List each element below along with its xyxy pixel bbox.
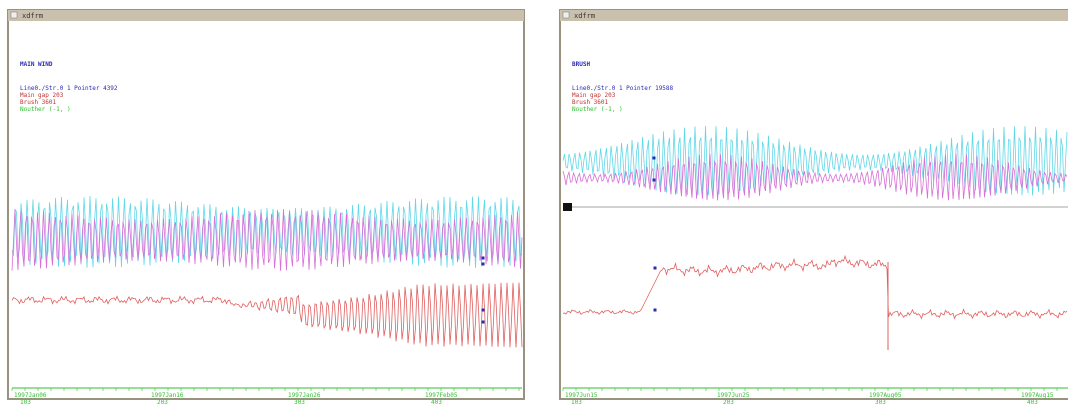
axis-date: 1997Jan16 xyxy=(151,392,184,399)
info-line: Line0./Str.0 1 Pointer 4392 xyxy=(20,85,118,92)
waveform xyxy=(562,154,1068,201)
axis-index: 103 xyxy=(20,399,31,406)
window-button xyxy=(10,11,18,19)
info-line: Line0./Str.0 1 Pointer 19588 xyxy=(572,85,674,92)
waveform xyxy=(11,209,523,271)
window-title: xdfrm xyxy=(22,12,43,20)
axis-date: 1997Aug15 xyxy=(1021,392,1054,399)
info-line: Nouther (-1, ) xyxy=(20,106,71,113)
axis-index: 203 xyxy=(157,399,168,406)
title-bar xyxy=(8,10,524,21)
marker xyxy=(653,266,657,270)
marker xyxy=(652,156,656,160)
info-line: Main gap 203 xyxy=(572,92,616,99)
axis-date: 1997Aug05 xyxy=(869,392,902,399)
waveform xyxy=(562,126,1068,196)
axis-date: 1997Jan26 xyxy=(288,392,321,399)
axis-date: 1997Jun25 xyxy=(717,392,750,399)
divider-handle xyxy=(563,203,572,211)
axis-date: 1997Jun15 xyxy=(565,392,598,399)
waveform xyxy=(562,254,1068,320)
window-frame xyxy=(7,9,525,400)
window-frame xyxy=(559,9,1068,400)
panel-heading: MAIN WIND xyxy=(20,61,53,68)
window-button xyxy=(562,11,570,19)
axis-index: 303 xyxy=(294,399,305,406)
axis-index: 303 xyxy=(875,399,886,406)
info-line: Brush 3601 xyxy=(572,99,609,106)
waveform xyxy=(11,282,523,348)
marker xyxy=(481,320,485,324)
info-line: Nouther (-1, ) xyxy=(572,106,623,113)
marker xyxy=(481,256,485,260)
axis-index: 403 xyxy=(431,399,442,406)
marker xyxy=(653,308,657,312)
info-line: Brush 3601 xyxy=(20,99,57,106)
info-line: Main gap 203 xyxy=(20,92,64,99)
marker xyxy=(481,262,485,266)
axis-index: 203 xyxy=(723,399,734,406)
axis-date: 1997Feb05 xyxy=(425,392,458,399)
marker xyxy=(652,178,656,182)
axis-index: 403 xyxy=(1027,399,1038,406)
marker xyxy=(481,308,485,312)
title-bar xyxy=(560,10,1068,21)
axis-index: 103 xyxy=(571,399,582,406)
axis-date: 1997Jan06 xyxy=(14,392,47,399)
window-title: xdfrm xyxy=(574,12,595,20)
panel-heading: BRUSH xyxy=(572,61,590,68)
